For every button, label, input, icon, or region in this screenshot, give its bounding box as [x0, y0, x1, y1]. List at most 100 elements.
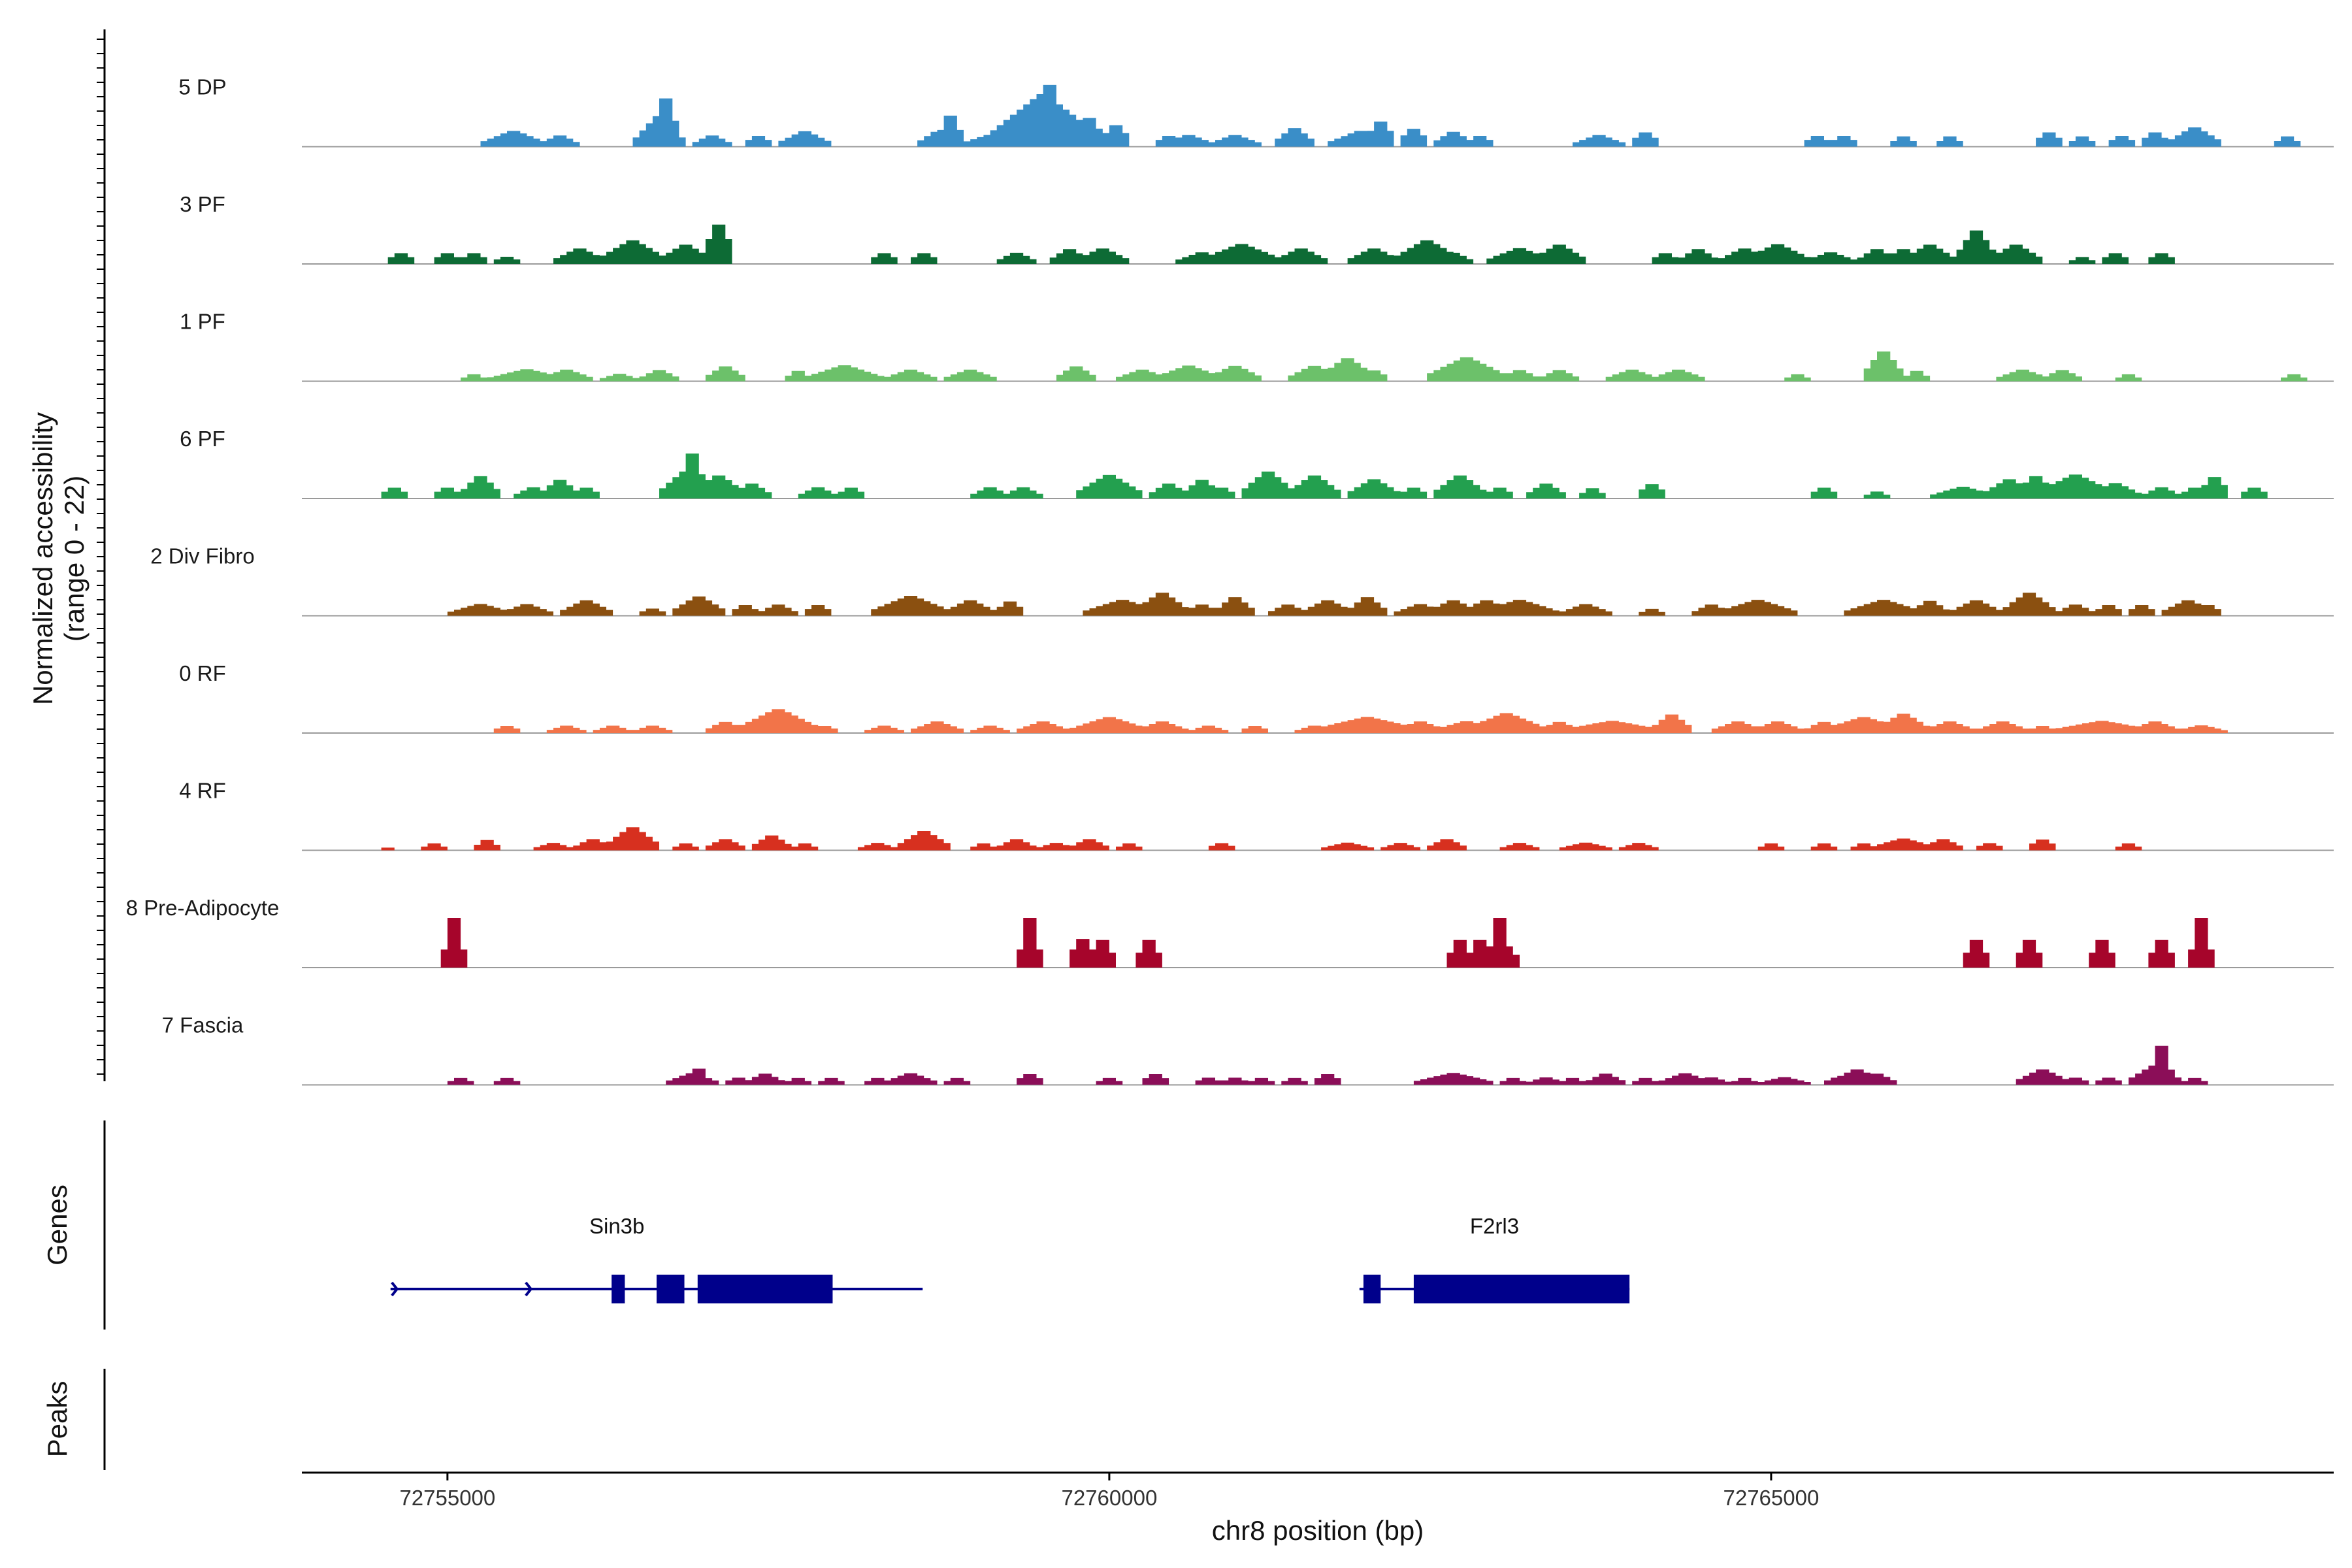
coverage-area: [1784, 374, 1811, 382]
coverage-area: [493, 257, 521, 264]
coverage-area: [1076, 474, 1143, 498]
coverage-area: [996, 252, 1037, 264]
coverage-area: [705, 366, 745, 382]
coverage-area: [1314, 1074, 1341, 1085]
coverage-area: [745, 136, 772, 147]
coverage-area: [804, 605, 832, 616]
coverage-area: [2029, 840, 2056, 851]
coverage-area: [1017, 717, 1229, 733]
coverage-area: [871, 596, 1024, 616]
coverage-area: [480, 131, 580, 147]
coverage-area: [1096, 1077, 1123, 1085]
coverage-area: [387, 253, 415, 264]
coverage-area: [493, 1077, 521, 1085]
track-7: 4 RF: [179, 779, 2334, 851]
track-label: 2 Div Fibro: [150, 544, 255, 568]
coverage-area: [1142, 1074, 1169, 1085]
coverage-area: [1824, 1069, 1897, 1085]
track-label: 7 Fascia: [162, 1013, 244, 1037]
coverage-area: [943, 1077, 971, 1085]
strand-arrow: [525, 1281, 533, 1297]
coverage-area: [1850, 838, 1963, 851]
coverage-area: [1632, 132, 1659, 147]
coverage-area: [1380, 843, 1420, 851]
gene-name: F2rl3: [1470, 1214, 1519, 1238]
peaks-panel: Peaks: [42, 1369, 106, 1470]
strand-arrow: [391, 1281, 399, 1297]
coverage-area: [434, 253, 487, 264]
coverage-area: [381, 847, 395, 851]
coverage-area: [1347, 240, 1474, 264]
coverage-area: [970, 487, 1043, 498]
coverage-area: [785, 365, 938, 382]
coverage-area: [1155, 135, 1262, 147]
coverage-area: [1017, 918, 1043, 968]
coverage-area: [1056, 366, 1096, 382]
coverage-area: [692, 135, 732, 147]
coverage-area: [2068, 257, 2096, 264]
track-label: 8 Pre-Adipocyte: [126, 896, 280, 920]
coverage-area: [2148, 939, 2175, 968]
coverage-area: [2068, 136, 2096, 147]
coverage-area: [2274, 136, 2301, 147]
coverage-area: [1268, 597, 1388, 616]
coverage-area: [1618, 843, 1659, 851]
coverage-area: [1573, 135, 1626, 147]
coverage-area: [381, 487, 408, 498]
coverage-area: [2142, 127, 2221, 147]
coverage-area: [593, 725, 673, 733]
coverage-area: [1427, 357, 1580, 382]
track-6: 0 RF: [179, 661, 2334, 734]
coverage-area: [1639, 608, 1665, 616]
x-axis: 72755000 72760000 72765000 chr8 position (…: [302, 1471, 2334, 1546]
coverage-area: [1241, 471, 1341, 498]
coverage-area: [447, 604, 553, 616]
coverage-area: [1347, 479, 1428, 498]
coverage-area: [1526, 483, 1566, 498]
coverage-area: [1632, 1073, 1811, 1085]
track-label: 0 RF: [179, 661, 226, 685]
coverage-area: [705, 839, 745, 851]
coverage-area: [1559, 842, 1612, 851]
coverage-area: [1486, 244, 1586, 264]
x-axis-title: chr8 position (bp): [1212, 1515, 1424, 1546]
coverage-area: [546, 725, 587, 733]
coverage-area: [1579, 488, 1606, 498]
coverage-area: [514, 480, 600, 498]
coverage-area: [1810, 487, 1838, 498]
coverage-area: [2016, 1069, 2089, 1085]
coverage-area: [1116, 843, 1143, 851]
coverage-area: [1275, 128, 1315, 147]
y-axis-title-line2: (range 0 - 22): [59, 476, 90, 642]
coverage-area: [659, 453, 772, 498]
coverage-area: [1149, 480, 1235, 498]
coverage-area: [560, 600, 613, 616]
genes-panel-label: Genes: [42, 1184, 73, 1266]
gene-exon: [1413, 1275, 1630, 1303]
track-2: 3 PF: [180, 192, 2334, 265]
coverage-area: [2095, 1077, 2122, 1085]
track-label: 4 RF: [179, 779, 226, 803]
gene-sin3b: Sin3b: [390, 1214, 923, 1303]
track-1: 5 DP: [178, 75, 2334, 148]
y-axis-title-line1: Normalized accessibility: [27, 412, 58, 705]
track-label: 5 DP: [178, 75, 226, 99]
coverage-area: [1083, 593, 1255, 616]
coverage-area: [1446, 918, 1520, 968]
coverage-area: [1976, 843, 2003, 851]
coverage-area: [1844, 593, 2122, 616]
coverage-area: [798, 487, 865, 498]
coverage-area: [2129, 1045, 2208, 1085]
coverage-area: [871, 253, 898, 264]
peaks-panel-label: Peaks: [42, 1381, 73, 1458]
coverage-area: [1757, 843, 1785, 851]
coverage-area: [1652, 230, 2043, 264]
coverage-area: [2115, 843, 2142, 851]
coverage-area: [778, 131, 832, 147]
coverage-area: [666, 1068, 719, 1085]
coverage-area: [533, 827, 659, 851]
coverage-area: [705, 709, 838, 733]
coverage-area: [2129, 605, 2155, 616]
coverage-area: [2016, 939, 2043, 968]
coverage-area: [1135, 939, 1162, 968]
